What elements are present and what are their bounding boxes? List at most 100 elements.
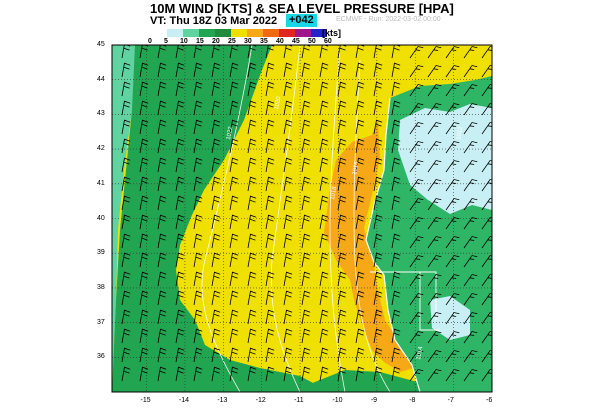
wind-barb [193,62,203,78]
wind-barb [427,103,442,116]
wind-barb [193,100,203,116]
wind-barb [283,81,293,97]
wind-barb [265,214,275,230]
wind-barb [139,157,149,173]
wind-barb [445,65,460,78]
longitude-tick-label: -8 [409,397,416,404]
wind-barb [139,252,149,268]
wind-barb [193,138,203,154]
wind-barb [409,255,424,268]
wind-barb [283,100,293,116]
wind-barb [445,141,460,154]
wind-barb [373,366,383,382]
isobar-label: 1016 [352,161,360,176]
wind-barb [463,46,478,59]
wind-barb [139,290,149,306]
wind-barb [481,160,492,173]
wind-barb [175,176,185,192]
wind-barb [175,45,185,59]
isobar-labels: 1022 1020 1018 1016 1014 1012 [226,96,464,361]
wind-barb [229,328,239,344]
legend-swatch [247,29,263,37]
isobar-label: 1018 [330,186,338,201]
wind-barb [427,369,442,382]
wind-barb [283,309,293,325]
wind-barb [121,62,131,78]
wind-barb [481,274,492,287]
wind-barb [481,369,492,382]
wind-barb [337,252,347,268]
wind-barb [283,45,293,59]
wind-barb [445,312,460,325]
wind-barb [337,62,347,78]
wind-barb [247,195,257,211]
wind-barb [355,45,365,59]
wind-barb [409,312,424,325]
wind-barb [301,233,311,249]
wind-barb [463,293,478,306]
wind-barb [229,62,239,78]
wind-barb [427,331,442,344]
wind-barb [409,198,424,211]
wind-barb [391,176,401,192]
wind-barb [193,309,203,325]
wind-barb [247,309,257,325]
wind-barb [373,119,383,135]
wind-barb [247,157,257,173]
wind-barb [193,45,203,59]
wind-barb [193,157,203,173]
wind-barb [463,84,478,97]
wind-barb [445,331,460,344]
wind-barb [409,103,424,116]
wind-barb [229,176,239,192]
legend-label: 45 [292,38,300,45]
wind-barb [247,233,257,249]
wind-barb [139,309,149,325]
wind-barb [229,366,239,382]
wind-barb [157,100,167,116]
legend-label: 60 [324,38,332,45]
wind-barb [319,252,329,268]
wind-barb [463,255,478,268]
legend-swatch [279,29,295,37]
wind-barb [229,347,239,363]
wind-barb [373,195,383,211]
wind-speed-legend [151,29,327,37]
wind-barb [409,217,424,230]
wind-barb [409,369,424,382]
wind-barb [157,309,167,325]
wind-barb [283,119,293,135]
wind-barbs [121,45,492,382]
wind-barb [175,62,185,78]
wind-barb [445,293,460,306]
wind-barb [373,233,383,249]
longitude-tick-label: -10 [332,397,343,404]
wind-barb [265,233,275,249]
latitude-tick-label: 36 [97,353,105,361]
wind-barb [301,252,311,268]
wind-barb [391,271,401,287]
wind-barb [301,157,311,173]
wind-barb [283,271,293,287]
wind-barb [355,290,365,306]
wind-barb [463,369,478,382]
wind-barb [265,366,275,382]
map-title: 10M WIND [KTS] & SEA LEVEL PRESSURE [HPA… [150,1,454,16]
wind-barb [337,366,347,382]
wind-barb [211,138,221,154]
wind-barb [445,46,460,59]
wind-barb [391,157,401,173]
wind-barb [481,179,492,192]
wind-barb [373,45,383,59]
wind-barb [409,293,424,306]
wind-barb [391,252,401,268]
latitude-tick-label: 40 [97,214,105,222]
wind-barb [373,100,383,116]
wind-barb [373,252,383,268]
legend-label: 0 [148,38,152,45]
wind-barb [283,233,293,249]
wind-barb [391,233,401,249]
wind-barb [481,84,492,97]
wind-barb [157,195,167,211]
wind-barb [481,46,492,59]
